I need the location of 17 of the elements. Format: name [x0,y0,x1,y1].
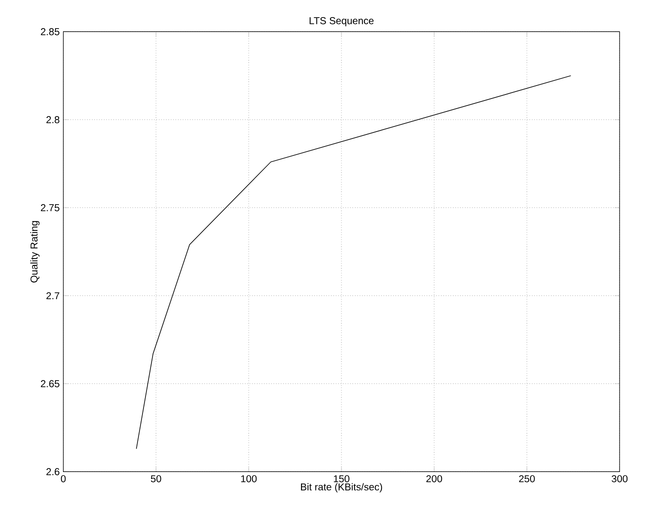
y-axis-title: Quality Rating [30,221,40,283]
x-tick-label: 50 [150,475,162,482]
x-tick-label: 100 [241,475,257,482]
x-tick-label: 250 [519,475,535,482]
x-tick-label: 0 [60,475,66,482]
y-tick-label: 2.85 [40,28,60,36]
line-series [136,75,572,450]
y-tick-label: 2.6 [46,468,60,476]
x-tick-label: 150 [334,475,350,482]
chart-title: LTS Sequence [310,17,374,26]
x-axis-title: Bit rate (KBits/sec) [301,483,382,492]
y-tick-label: 2.75 [40,204,60,212]
x-tick-label: 200 [426,475,442,482]
y-tick-label: 2.8 [46,116,60,124]
y-tick-label: 2.65 [40,380,60,388]
x-tick-label: 300 [612,475,628,482]
y-tick-label: 2.7 [46,292,60,300]
